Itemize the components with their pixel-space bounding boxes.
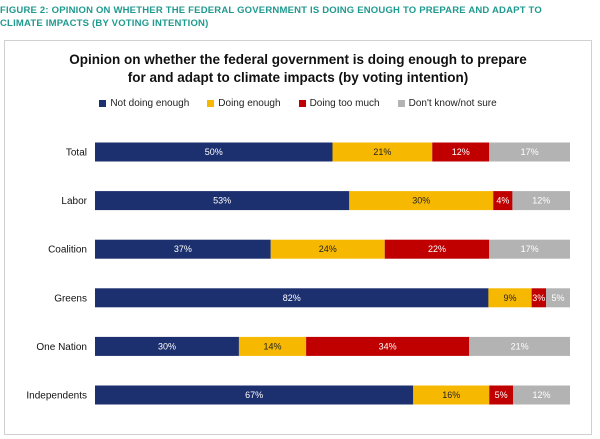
data-label: 16% [442, 390, 460, 400]
bar-segment [238, 336, 307, 356]
bar-segment [95, 142, 333, 162]
category-label: Labor [61, 196, 87, 207]
data-label: 4% [496, 196, 509, 206]
legend-item: Don't know/not sure [397, 98, 497, 109]
category-label: Coalition [48, 245, 87, 256]
legend-label: Doing too much [309, 98, 380, 109]
data-label: 53% [213, 196, 231, 206]
data-label: 17% [521, 147, 539, 157]
bar-segment [95, 385, 414, 405]
legend-swatch [298, 100, 306, 107]
data-label: 37% [174, 244, 192, 254]
bar-segment [306, 336, 470, 356]
data-label: 5% [552, 293, 565, 303]
bar-segment [413, 385, 490, 405]
data-label: 30% [158, 341, 176, 351]
data-label: 82% [283, 293, 301, 303]
bar-segment [531, 288, 547, 308]
figure-caption: Figure 2: Opinion on whether the federal… [0, 4, 596, 30]
chart-title-line1: Opinion on whether the federal governmen… [69, 52, 527, 67]
legend-label: Not doing enough [110, 98, 190, 109]
bar-segment [432, 142, 490, 162]
bar-segment [95, 239, 271, 259]
data-label: 3% [532, 293, 545, 303]
data-label: 21% [373, 147, 391, 157]
stacked-bar-chart: Total 50% 21% 12% 17% Labor 53% 30% 4% 12% Coaliti… [26, 142, 570, 405]
legend-item: Doing too much [298, 98, 380, 109]
category-label: Greens [54, 293, 87, 304]
bar-segment [332, 142, 433, 162]
figure-caption-line1: Figure 2: Opinion on whether the federal… [0, 5, 542, 16]
bar-segment [493, 191, 513, 211]
data-label: 12% [532, 196, 550, 206]
category-label: One Nation [36, 342, 87, 353]
bar-segment [95, 288, 489, 308]
legend-label: Doing enough [218, 98, 281, 109]
data-label: 67% [245, 390, 263, 400]
data-label: 5% [495, 390, 508, 400]
figure-caption-line2: climate impacts (by voting intention) [0, 18, 209, 29]
bar-segment [512, 191, 570, 211]
chart-panel: Opinion on whether the federal governmen… [4, 40, 592, 435]
chart-title: Opinion on whether the federal governmen… [5, 51, 591, 87]
data-label: 50% [205, 147, 223, 157]
bar-segment [489, 142, 570, 162]
bar-segment [270, 239, 385, 259]
bar-segment [469, 336, 570, 356]
bar-segment [95, 336, 239, 356]
data-label: 21% [511, 341, 529, 351]
category-label: Independents [26, 391, 87, 402]
legend-item: Not doing enough [99, 98, 189, 109]
legend-label: Don't know/not sure [408, 98, 497, 109]
bar-segment [95, 191, 350, 211]
legend-swatch [397, 100, 405, 107]
data-label: 14% [264, 341, 282, 351]
bar-segment [349, 191, 494, 211]
chart-legend: Not doing enough Doing enough Doing too mu… [5, 98, 591, 109]
legend-swatch [99, 100, 107, 107]
bar-segment [546, 288, 570, 308]
data-label: 34% [379, 341, 397, 351]
data-label: 12% [532, 390, 550, 400]
bar-segment [488, 288, 532, 308]
data-label: 12% [452, 147, 470, 157]
data-label: 17% [521, 244, 539, 254]
legend-swatch [207, 100, 215, 107]
bar-segment [384, 239, 490, 259]
data-label: 22% [428, 244, 446, 254]
bar-segment [513, 385, 570, 405]
data-label: 30% [412, 196, 430, 206]
data-label: 9% [504, 293, 517, 303]
category-label: Total [66, 148, 87, 159]
bar-segment [489, 239, 570, 259]
legend-item: Doing enough [207, 98, 281, 109]
chart-title-line2: for and adapt to climate impacts (by vot… [127, 70, 469, 85]
data-label: 24% [319, 244, 337, 254]
bar-segment [489, 385, 513, 405]
